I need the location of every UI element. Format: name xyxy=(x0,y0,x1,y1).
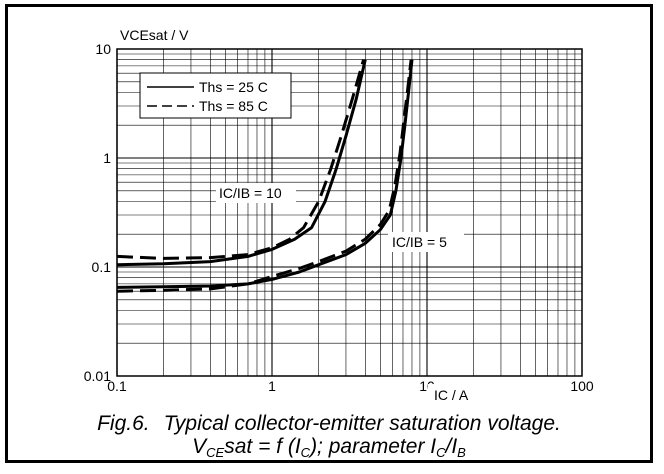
plot-area-border xyxy=(116,48,583,377)
caption-v-sub: CE xyxy=(206,445,225,460)
annotation-ratio-5-bg xyxy=(388,232,464,252)
legend-box xyxy=(139,72,292,119)
y-tick-label: 0.01 xyxy=(84,368,111,384)
series-line-2-solid xyxy=(116,59,414,289)
caption-line-2: VCEsat = f (IC); parameter IC/IB xyxy=(5,435,653,460)
figure-frame xyxy=(5,4,653,463)
annotation-ratio-5: IC/IB = 5 xyxy=(392,234,447,250)
series-line-3-dashed xyxy=(116,59,413,293)
x-tick-label: 100 xyxy=(570,378,594,394)
caption-ic2-sub: C xyxy=(436,445,446,460)
y-tick-label: 0.1 xyxy=(92,259,112,275)
caption-param: ); parameter I xyxy=(310,435,437,458)
annotation-ratio-10: IC/IB = 10 xyxy=(219,185,282,201)
annotation-ratio-10-bg xyxy=(216,183,296,203)
x-axis-title-bg xyxy=(428,384,486,404)
caption-fig-number: Fig.6. xyxy=(97,412,150,435)
legend: Ths = 25 C Ths = 85 C xyxy=(139,72,292,119)
x-tick-label: 0.1 xyxy=(107,378,127,394)
legend-entry-0: Ths = 25 C xyxy=(199,79,268,95)
caption-mid: sat = f (I xyxy=(224,435,301,458)
caption-slash: /I xyxy=(445,435,458,458)
series-line-1-dashed xyxy=(116,59,366,260)
caption-title: Typical collector-emitter saturation vol… xyxy=(163,412,561,435)
caption-v: V xyxy=(192,435,207,458)
y-axis-title: VCEsat / V xyxy=(120,27,189,43)
y-tick-label: 10 xyxy=(95,41,111,57)
caption-ib-sub: B xyxy=(457,445,466,460)
x-tick-label: 1 xyxy=(268,378,276,394)
series-line-0-solid xyxy=(116,59,367,267)
x-axis-title: IC / A xyxy=(434,387,469,403)
y-tick-label: 1 xyxy=(103,150,111,166)
legend-entry-1: Ths = 85 C xyxy=(199,98,268,114)
series-group xyxy=(116,59,414,293)
caption-line-1: Fig.6. Typical collector-emitter saturati… xyxy=(5,413,653,435)
caption-ic-sub: C xyxy=(300,445,311,460)
